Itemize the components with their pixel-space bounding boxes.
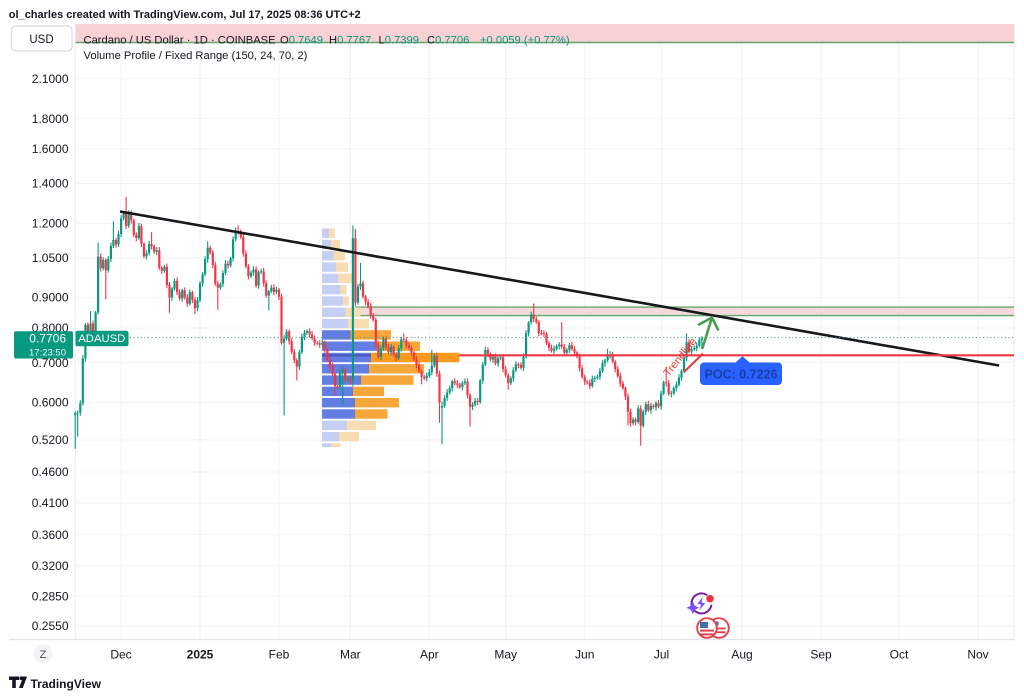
svg-text:0.4600: 0.4600 <box>32 465 69 479</box>
svg-text:USD: USD <box>29 34 53 46</box>
svg-text:0.4100: 0.4100 <box>32 496 69 510</box>
svg-text:Nov: Nov <box>967 648 988 662</box>
svg-text:Jun: Jun <box>575 648 594 662</box>
svg-text:TradingView: TradingView <box>31 677 102 691</box>
svg-text:Volume Profile / Fixed Range (: Volume Profile / Fixed Range (150, 24, 7… <box>84 50 308 62</box>
svg-text:0.7000: 0.7000 <box>32 356 69 370</box>
svg-text:0.2850: 0.2850 <box>32 590 69 604</box>
svg-text:0.5200: 0.5200 <box>32 433 69 447</box>
svg-text:Z: Z <box>40 649 47 661</box>
svg-text:Aug: Aug <box>731 648 752 662</box>
svg-text:ADAUSD: ADAUSD <box>78 333 125 345</box>
svg-text:Sep: Sep <box>810 648 832 662</box>
svg-text:Feb: Feb <box>269 648 290 662</box>
svg-text:ol_charles created with Tradin: ol_charles created with TradingView.com,… <box>9 9 361 21</box>
svg-text:1.8000: 1.8000 <box>32 112 69 126</box>
svg-text:0.3200: 0.3200 <box>32 559 69 573</box>
svg-text:0.6000: 0.6000 <box>32 396 69 410</box>
svg-text:2.1000: 2.1000 <box>32 72 69 86</box>
svg-text:1.0500: 1.0500 <box>32 251 69 265</box>
svg-text:1.4000: 1.4000 <box>32 177 69 191</box>
svg-text:Apr: Apr <box>420 648 439 662</box>
svg-text:0.7706: 0.7706 <box>29 331 66 345</box>
svg-text:Jul: Jul <box>654 648 669 662</box>
svg-text:0.3600: 0.3600 <box>32 528 69 542</box>
svg-text:Dec: Dec <box>110 648 131 662</box>
svg-text:2025: 2025 <box>187 648 214 662</box>
svg-text:POC: 0.7226: POC: 0.7226 <box>705 368 778 382</box>
svg-text:0.2550: 0.2550 <box>32 619 69 633</box>
svg-text:17:23:50: 17:23:50 <box>29 347 66 358</box>
svg-text:1.2000: 1.2000 <box>32 217 69 231</box>
svg-text:0.9000: 0.9000 <box>32 291 69 305</box>
svg-text:May: May <box>494 648 517 662</box>
svg-text:Oct: Oct <box>890 648 909 662</box>
svg-text:1.6000: 1.6000 <box>32 142 69 156</box>
svg-text:Mar: Mar <box>340 648 361 662</box>
